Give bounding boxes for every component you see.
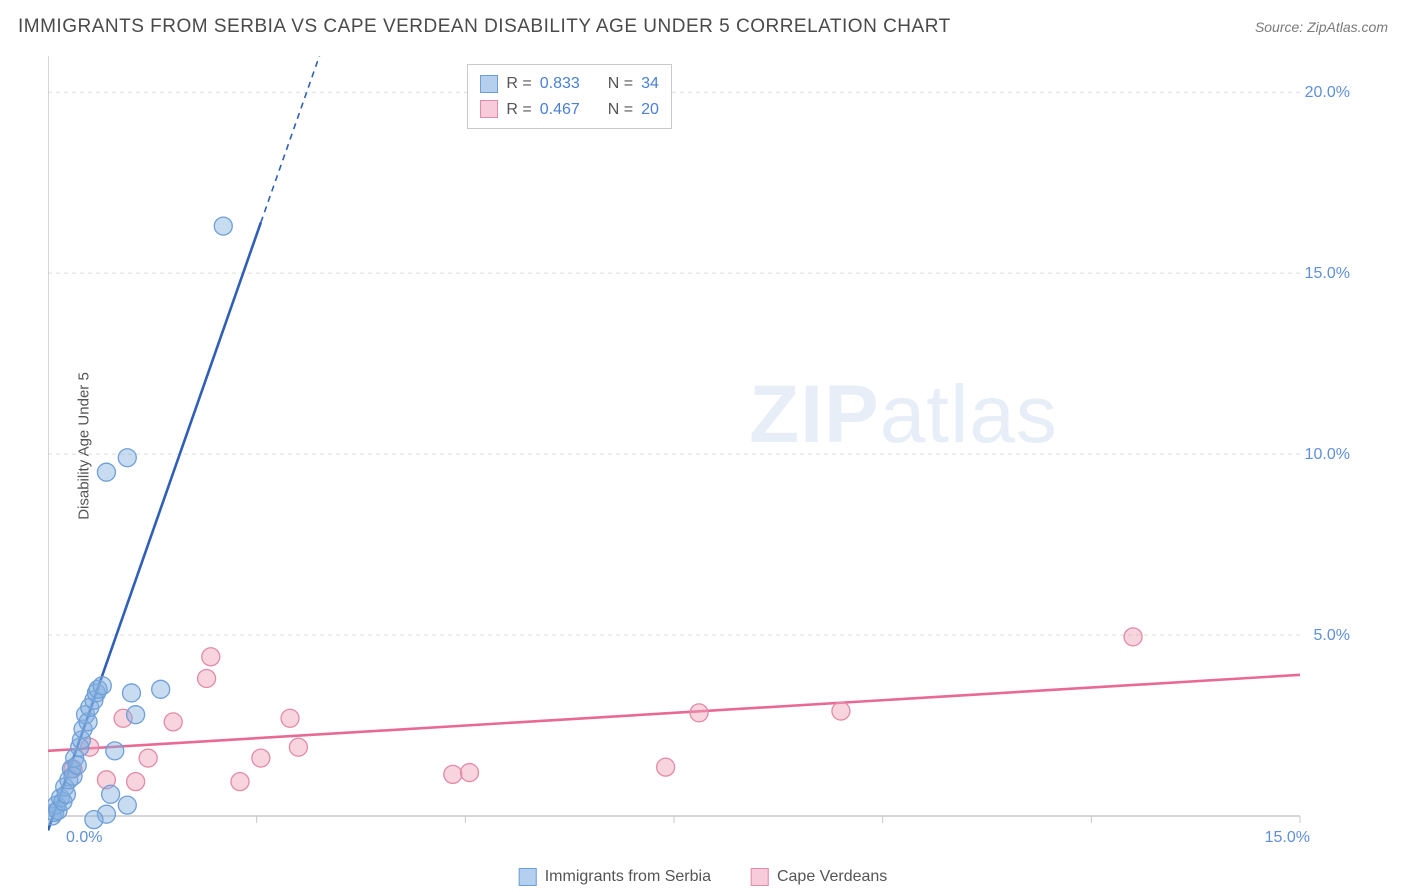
series-legend: Immigrants from Serbia Cape Verdeans (519, 868, 888, 886)
swatch-blue-icon (519, 868, 537, 886)
legend-row-cape: R = 0.467 N = 20 (480, 97, 659, 123)
svg-text:5.0%: 5.0% (1314, 627, 1350, 644)
correlation-legend: R = 0.833 N = 34 R = 0.467 N = 20 (467, 64, 672, 129)
r-label-cape: R = (506, 97, 531, 123)
svg-text:0.0%: 0.0% (66, 829, 102, 846)
swatch-blue-icon (480, 75, 498, 93)
svg-text:20.0%: 20.0% (1305, 84, 1350, 101)
source-name: ZipAtlas.com (1307, 19, 1388, 35)
r-value-serbia: 0.833 (540, 71, 580, 97)
swatch-pink-icon (480, 100, 498, 118)
svg-text:10.0%: 10.0% (1305, 446, 1350, 463)
series-label-cape: Cape Verdeans (777, 868, 887, 886)
scatter-chart: 5.0% 10.0% 15.0% 20.0% 0.0% 15.0% (48, 56, 1376, 852)
svg-text:15.0%: 15.0% (1305, 265, 1350, 282)
n-value-cape: 20 (641, 97, 659, 123)
n-label-cape: N = (608, 97, 633, 123)
svg-text:15.0%: 15.0% (1265, 829, 1310, 846)
legend-item-cape: Cape Verdeans (751, 868, 887, 886)
r-label-serbia: R = (506, 71, 531, 97)
header: IMMIGRANTS FROM SERBIA VS CAPE VERDEAN D… (18, 16, 1388, 38)
source-label: Source: (1255, 19, 1307, 35)
n-label-serbia: N = (608, 71, 633, 97)
source-attribution: Source: ZipAtlas.com (1255, 19, 1388, 35)
chart-title: IMMIGRANTS FROM SERBIA VS CAPE VERDEAN D… (18, 16, 951, 38)
swatch-pink-icon (751, 868, 769, 886)
chart-plot-area: 5.0%10.0%15.0%20.0%0.0%15.0% ZIPatlas R … (48, 56, 1376, 852)
legend-item-serbia: Immigrants from Serbia (519, 868, 711, 886)
legend-row-serbia: R = 0.833 N = 34 (480, 71, 659, 97)
series-label-serbia: Immigrants from Serbia (545, 868, 711, 886)
r-value-cape: 0.467 (540, 97, 580, 123)
n-value-serbia: 34 (641, 71, 659, 97)
